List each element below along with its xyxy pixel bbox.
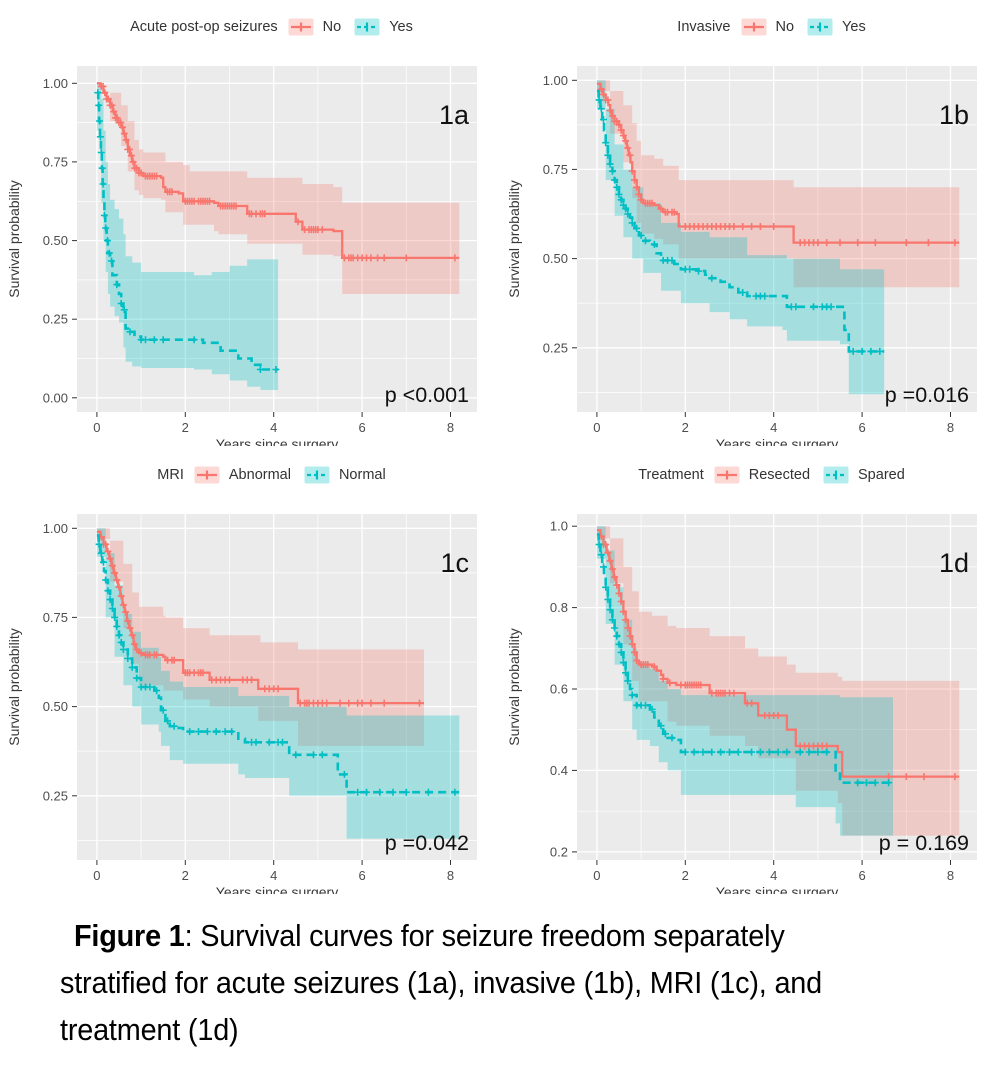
y-tick-label: 1.0 [550,519,568,534]
y-tick-label: 1.00 [43,521,68,536]
panel-label: 1d [939,548,969,578]
caption-line-1: Figure 1: Survival curves for seizure fr… [60,912,909,959]
x-axis-title: Years since surgery [716,436,838,446]
x-tick-label: 6 [858,868,865,883]
panel-1c: 0 2 4 6 8 0.25 0.50 0.75 1.00 Years since surgery… [3,454,489,894]
confidence-band-spared [596,526,893,836]
y-tick-label: 0.75 [543,162,568,177]
confidence-band-yes [596,80,885,395]
panel-1b: 0 2 4 6 8 0.25 0.50 0.75 1.00 Years since surgery… [503,6,989,446]
p-value-label: p =0.042 [385,831,469,855]
censor-marks-yes [595,96,884,355]
censor-marks-spared [595,541,893,787]
x-tick-label: 8 [447,868,454,883]
panel-1d-chart: 0 2 4 6 8 0.2 0.4 0.6 0.8 1.0 Years since surgery S… [506,514,977,894]
caption-figure-label: Figure 1 [73,918,185,953]
x-tick-label: 2 [182,868,189,883]
x-tick-label: 8 [947,420,954,435]
confidence-band-resected [596,526,960,836]
panel-1b-chart: 0 2 4 6 8 0.25 0.50 0.75 1.00 Years since surgery… [506,66,977,446]
plot-background [577,66,977,412]
panel-1d: 0 2 4 6 8 0.2 0.4 0.6 0.8 1.0 Years since surgery S… [503,454,989,894]
x-tick-label: 0 [593,868,600,883]
confidence-band-no [596,80,960,288]
panel-1a: 0 2 4 6 8 0.00 0.25 0.50 0.75 1.00 Years since sur… [3,6,489,446]
x-tick-label: 6 [858,420,865,435]
y-axis-title: Survival probability [6,628,22,746]
censor-marks-normal [95,540,459,796]
panel-1a-chart: 0 2 4 6 8 0.00 0.25 0.50 0.75 1.00 Years since sur… [6,66,477,446]
y-tick-label: 0.8 [550,600,568,615]
survival-panels-grid: 0 2 4 6 8 0.00 0.25 0.50 0.75 1.00 Years since sur… [3,6,989,894]
censor-marks-abnormal [97,533,423,707]
p-value-label: p =0.016 [885,383,969,407]
x-tick-label: 0 [93,868,100,883]
censor-marks-resected [597,532,959,781]
y-tick-label: 1.00 [43,76,68,91]
x-tick-label: 6 [358,868,365,883]
confidence-band-yes [96,83,279,392]
censor-marks-no [97,82,459,262]
caption-line-1-text: : Survival curves for seizure freedom se… [184,918,785,953]
x-tick-label: 4 [770,420,777,435]
x-axis-title: Years since surgery [216,884,338,894]
y-tick-label: 0.25 [43,312,68,327]
y-tick-label: 0.25 [543,340,568,355]
x-tick-label: 0 [593,420,600,435]
y-tick-label: 0.00 [43,390,68,405]
x-tick-label: 2 [682,420,689,435]
y-axis-title: Survival probability [6,180,22,298]
x-tick-label: 8 [947,868,954,883]
x-tick-label: 6 [358,420,365,435]
p-value-label: p <0.001 [385,383,469,407]
x-tick-label: 4 [270,868,277,883]
x-tick-label: 8 [447,420,454,435]
y-tick-label: 0.6 [550,682,568,697]
caption-line-2: stratified for acute seizures (1a), inva… [60,965,822,1000]
x-tick-label: 2 [682,868,689,883]
panel-label: 1b [939,100,969,130]
censor-marks-yes [94,89,280,373]
figure-1-page: 0 2 4 6 8 0.00 0.25 0.50 0.75 1.00 Years since sur… [3,6,989,1053]
y-tick-label: 0.75 [43,154,68,169]
x-tick-label: 0 [93,420,100,435]
confidence-band-no [96,83,460,294]
confidence-band-abnormal [96,528,425,746]
x-tick-label: 4 [270,420,277,435]
y-tick-label: 0.50 [543,251,568,266]
y-axis-title: Survival probability [506,180,522,298]
x-axis-title: Years since surgery [716,884,838,894]
x-tick-label: 4 [770,868,777,883]
y-tick-label: 0.25 [43,788,68,803]
y-tick-label: 0.50 [43,699,68,714]
y-tick-label: 1.00 [543,73,568,88]
panel-1c-chart: 0 2 4 6 8 0.25 0.50 0.75 1.00 Years since surgery… [6,514,477,894]
y-tick-label: 0.50 [43,233,68,248]
y-tick-label: 0.75 [43,610,68,625]
y-axis-title: Survival probability [506,628,522,746]
x-tick-label: 2 [182,420,189,435]
plot-background [577,514,977,860]
figure-caption: Figure 1: Survival curves for seizure fr… [60,912,909,1053]
survival-curve-yes [96,91,279,371]
censor-marks-no [597,85,959,247]
caption-line-3: treatment (1d) [60,1012,239,1047]
x-axis-title: Years since surgery [216,436,338,446]
y-tick-label: 0.4 [550,763,568,778]
y-tick-label: 0.2 [550,844,568,859]
plot-background [77,66,477,412]
p-value-label: p = 0.169 [879,831,969,855]
panel-label: 1a [439,100,470,130]
panel-label: 1c [440,548,469,578]
confidence-band-normal [96,528,460,839]
